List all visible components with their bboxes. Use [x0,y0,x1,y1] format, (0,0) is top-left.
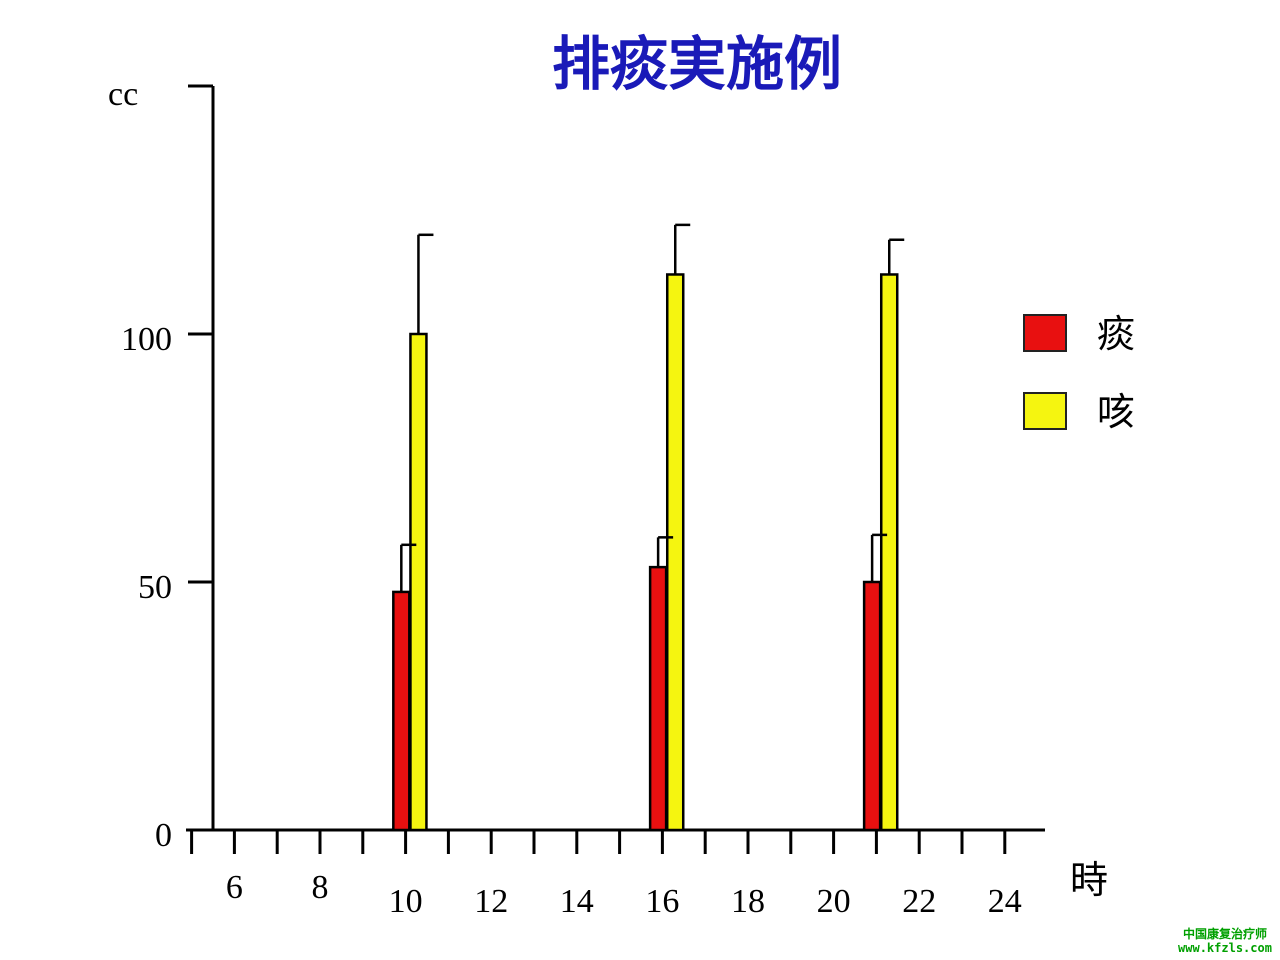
y-tick-label: 50 [138,569,172,606]
x-ticks: 6 8 10 12 14 16 18 20 22 24 [190,830,1022,920]
bar-tan [862,580,882,832]
chart-title: 排痰実施例 [552,30,842,98]
bar-tan [648,565,668,832]
x-tick-label: 14 [560,883,594,920]
legend-label: 痰 [1097,312,1135,356]
x-tick-label: 12 [474,883,508,920]
x-tick-label: 8 [312,869,329,906]
legend-label: 咳 [1097,390,1135,434]
y-tick-label: 100 [121,321,172,358]
x-tick-label: 18 [731,883,765,920]
x-tick-label: 10 [389,883,423,920]
bar-ke [665,273,685,832]
x-tick-label: 22 [902,883,936,920]
x-tick-label: 16 [645,883,679,920]
watermark-line2: www.kfzls.com [1178,941,1272,955]
bar-ke [409,332,428,832]
legend: 痰咳 [1023,312,1135,434]
bars [392,273,899,832]
x-tick-label: 6 [226,869,243,906]
x-axis-label: 時 [1070,858,1108,902]
y-ticks: 0 50 100 [121,321,213,854]
y-tick-label: 0 [155,817,172,854]
legend-swatch [1023,392,1067,430]
watermark-line1: 中国康复治疗师 [1183,926,1267,941]
y-axis-label: cc [108,76,138,113]
error-bars [400,223,905,592]
x-tick-label: 20 [817,883,851,920]
bar-tan [392,590,411,832]
x-tick-label: 24 [988,883,1022,920]
bar-ke [879,273,899,832]
legend-swatch [1023,314,1067,352]
